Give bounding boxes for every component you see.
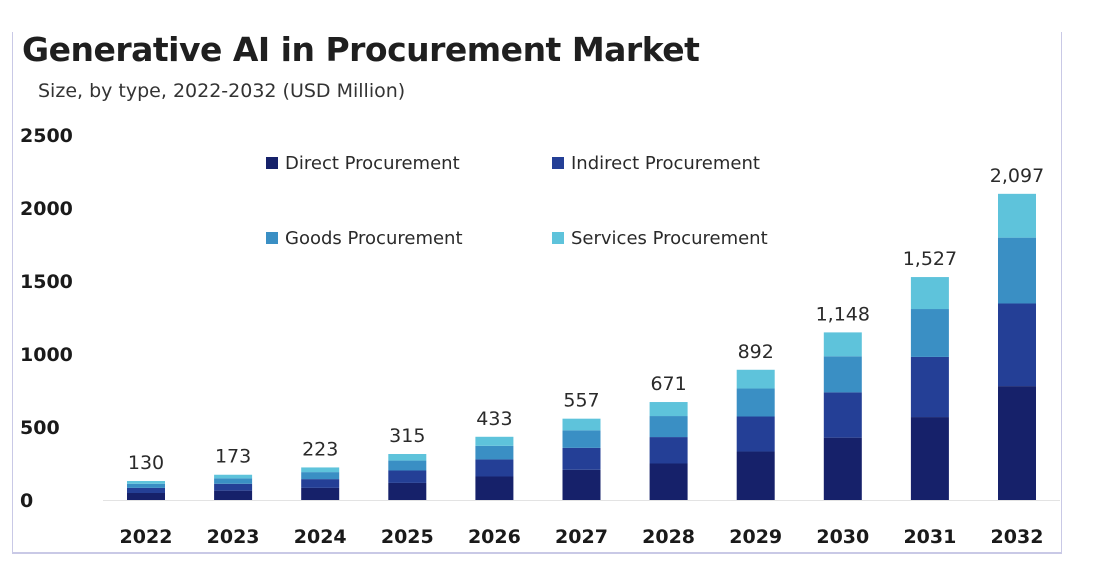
- y-tick-label: 1500: [20, 271, 73, 293]
- bar-segment-goods-procurement: [301, 472, 340, 480]
- bar-segment-services-procurement: [388, 454, 427, 461]
- bar-segment-indirect-procurement: [562, 447, 601, 470]
- x-tick-label: 2025: [381, 526, 434, 548]
- bar-total-label: 2,097: [990, 165, 1044, 187]
- chart-frame: [12, 32, 1062, 554]
- x-tick-label: 2031: [903, 526, 956, 548]
- x-tick-label: 2030: [816, 526, 869, 548]
- x-tick-label: 2022: [120, 526, 173, 548]
- bar-total-label: 671: [650, 373, 686, 395]
- bar-segment-goods-procurement: [562, 430, 601, 448]
- legend-label: Goods Procurement: [285, 228, 463, 249]
- bar-segment-indirect-procurement: [736, 416, 775, 452]
- bar-segment-direct-procurement: [475, 476, 514, 500]
- legend-swatch: [552, 157, 564, 169]
- bar-segment-direct-procurement: [388, 482, 427, 500]
- bar-segment-goods-procurement: [649, 416, 688, 438]
- bar-segment-goods-procurement: [388, 460, 427, 471]
- x-tick-label: 2028: [642, 526, 695, 548]
- y-tick-label: 2000: [20, 198, 73, 220]
- x-tick-label: 2023: [207, 526, 260, 548]
- bar-total-label: 557: [563, 390, 599, 412]
- bar-segment-indirect-procurement: [388, 470, 427, 483]
- bar-segment-goods-procurement: [823, 356, 862, 393]
- chart-title: Generative AI in Procurement Market: [22, 30, 700, 69]
- bar-segment-indirect-procurement: [475, 459, 514, 477]
- legend-label: Indirect Procurement: [571, 153, 760, 174]
- x-tick-label: 2027: [555, 526, 608, 548]
- bar-total-label: 173: [215, 446, 251, 468]
- bar-total-label: 315: [389, 425, 425, 447]
- bar-segment-goods-procurement: [475, 445, 514, 460]
- bar-total-label: 130: [128, 452, 164, 474]
- bar-segment-goods-procurement: [127, 483, 165, 488]
- bar-segment-direct-procurement: [649, 463, 688, 500]
- bar-segment-services-procurement: [736, 369, 775, 389]
- bar-segment-direct-procurement: [823, 437, 862, 500]
- bar-segment-direct-procurement: [910, 417, 949, 500]
- bar-segment-indirect-procurement: [127, 487, 165, 493]
- y-tick-label: 0: [20, 490, 33, 512]
- bar-segment-goods-procurement: [910, 309, 949, 357]
- bar-segment-direct-procurement: [562, 469, 601, 500]
- bar-segment-indirect-procurement: [998, 303, 1036, 387]
- bar-total-label: 1,148: [816, 303, 870, 325]
- y-tick-label: 2500: [20, 125, 73, 147]
- x-tick-label: 2026: [468, 526, 521, 548]
- legend-label: Services Procurement: [571, 228, 768, 249]
- bar-segment-direct-procurement: [998, 386, 1036, 500]
- bar-segment-indirect-procurement: [823, 392, 862, 438]
- bar-segment-services-procurement: [562, 418, 601, 431]
- bar-segment-direct-procurement: [736, 451, 775, 500]
- bar-total-label: 1,527: [903, 248, 957, 270]
- y-tick-label: 1000: [20, 344, 73, 366]
- bar-segment-goods-procurement: [998, 237, 1036, 304]
- bar-segment-services-procurement: [910, 277, 949, 310]
- bar-segment-goods-procurement: [214, 478, 253, 484]
- bar-segment-indirect-procurement: [910, 356, 949, 418]
- bar-total-label: 223: [302, 438, 338, 460]
- legend-swatch: [266, 157, 278, 169]
- y-tick-label: 500: [20, 417, 60, 439]
- bar-segment-services-procurement: [214, 474, 253, 479]
- bar-segment-services-procurement: [127, 481, 165, 484]
- bar-segment-direct-procurement: [214, 490, 253, 500]
- bar-segment-indirect-procurement: [649, 437, 688, 464]
- bar-segment-direct-procurement: [301, 487, 340, 500]
- x-tick-label: 2032: [991, 526, 1044, 548]
- legend-swatch: [552, 232, 564, 244]
- x-tick-label: 2029: [729, 526, 782, 548]
- bar-segment-services-procurement: [649, 402, 688, 417]
- x-tick-label: 2024: [294, 526, 347, 548]
- legend-swatch: [266, 232, 278, 244]
- bar-segment-services-procurement: [301, 467, 340, 473]
- legend-label: Direct Procurement: [285, 153, 460, 174]
- bar-total-label: 433: [476, 408, 512, 430]
- bar-segment-indirect-procurement: [301, 479, 340, 488]
- bar-segment-services-procurement: [823, 332, 862, 357]
- bar-segment-services-procurement: [475, 436, 514, 446]
- bar-segment-direct-procurement: [127, 492, 165, 500]
- bar-segment-goods-procurement: [736, 388, 775, 417]
- chart-subtitle: Size, by type, 2022-2032 (USD Million): [38, 80, 406, 102]
- bar-segment-indirect-procurement: [214, 483, 253, 491]
- bar-total-label: 892: [738, 341, 774, 363]
- bar-segment-services-procurement: [998, 193, 1036, 238]
